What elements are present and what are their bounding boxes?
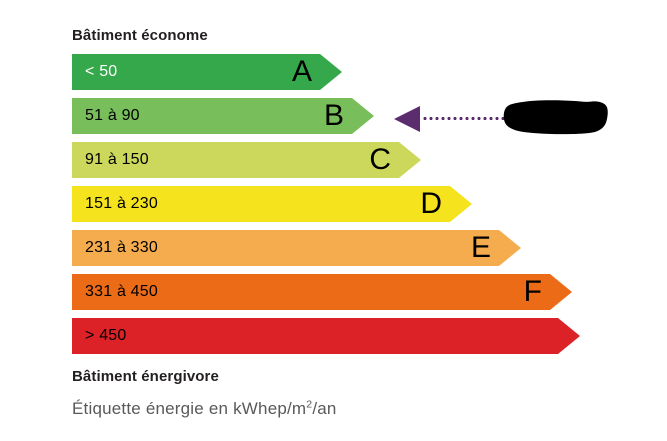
bar-range-label-g: > 450 — [85, 327, 127, 344]
bar-range-label-b: 51 à 90 — [85, 107, 140, 124]
unit-caption-suffix: /an — [312, 399, 337, 418]
unit-caption-superscript: 2 — [306, 398, 313, 411]
energy-class-bar-g: > 450 — [72, 318, 580, 354]
bar-class-letter-a: A — [291, 55, 312, 88]
bar-shape-a — [72, 54, 342, 90]
bar-class-letter-b: B — [323, 99, 344, 132]
energy-class-bar-d: 151 à 230 D — [72, 186, 472, 222]
bar-range-label-d: 151 à 230 — [85, 195, 158, 212]
energy-class-bar-e: 231 à 330 E — [72, 230, 521, 266]
energy-class-bar-a: < 50 A — [72, 54, 342, 90]
unit-caption-prefix: Étiquette énergie en kWhep/m — [72, 399, 307, 418]
bar-range-label-e: 231 à 330 — [85, 239, 158, 256]
bar-class-letter-e: E — [470, 231, 491, 264]
bar-class-letter-d: D — [420, 187, 442, 220]
energy-class-bar-f: 331 à 450 F — [72, 274, 572, 310]
bar-shape-e — [72, 230, 521, 266]
label-batiment-econome: Bâtiment économe — [72, 27, 208, 44]
label-batiment-energivore: Bâtiment énergivore — [72, 368, 219, 385]
bar-range-label-c: 91 à 150 — [85, 151, 149, 168]
bar-shape-f — [72, 274, 572, 310]
energy-class-bar-b: 51 à 90 B — [72, 98, 374, 134]
bar-shape-g — [72, 318, 580, 354]
bar-shape-d — [72, 186, 472, 222]
bar-range-label-a: < 50 — [85, 63, 118, 80]
bar-class-letter-c: C — [369, 143, 391, 176]
bar-range-label-f: 331 à 450 — [85, 283, 158, 300]
bar-shape-b — [72, 98, 374, 134]
bar-shape-c — [72, 142, 421, 178]
bar-class-letter-f: F — [523, 275, 542, 308]
energy-class-bar-c: 91 à 150 C — [72, 142, 421, 178]
label-unit-caption: Étiquette énergie en kWhep/m2/an — [72, 399, 337, 419]
